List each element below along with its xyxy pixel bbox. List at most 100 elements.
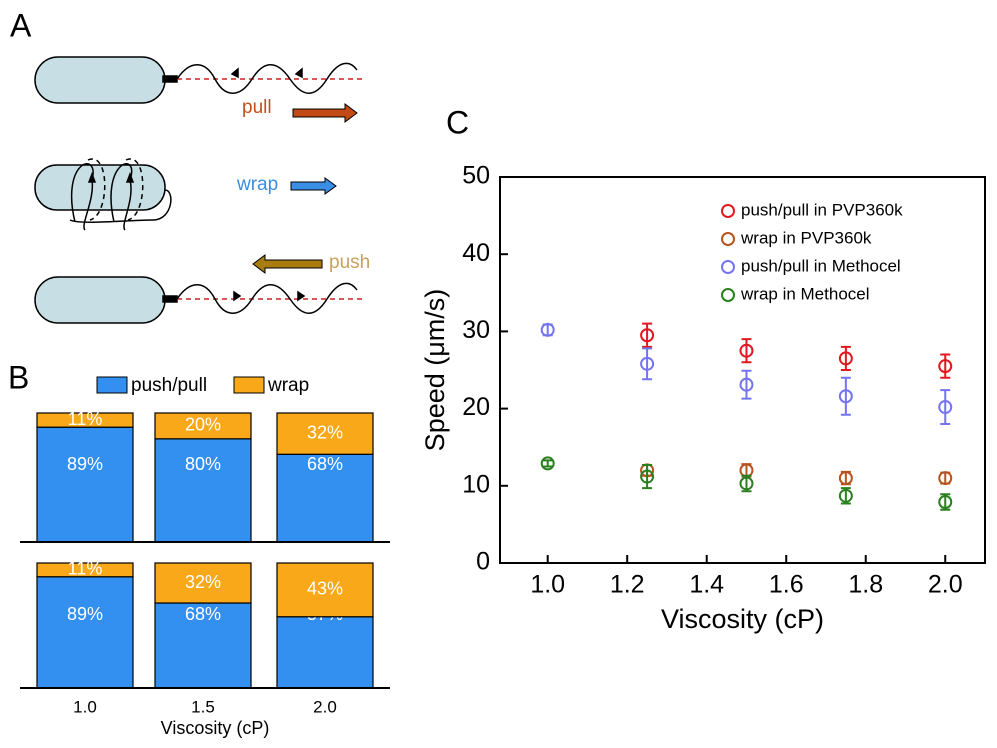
bar-segment [154, 438, 252, 543]
y-tick-label: 20 [462, 393, 490, 421]
legend-swatch [233, 376, 265, 394]
legend-label: wrap in Methocel [740, 284, 870, 303]
error-bar [642, 463, 653, 490]
point [838, 389, 853, 404]
legend-label: wrap [267, 375, 309, 396]
cell [34, 276, 166, 324]
bar-segment [276, 412, 374, 455]
flagellum [176, 282, 358, 314]
wrap-arrow [290, 177, 337, 195]
flagellum [70, 163, 133, 231]
value-label: 43% [307, 579, 343, 599]
legend-marker [721, 260, 735, 274]
panel-label: A [10, 7, 32, 43]
x-tick-label: 1.6 [769, 571, 804, 599]
diagram-label: wrap [236, 174, 278, 195]
error-bar [642, 347, 653, 381]
bar-segment [36, 576, 134, 689]
point [739, 343, 754, 358]
bar-segment [154, 412, 252, 440]
point [739, 476, 754, 491]
y-axis-label: Speed (μm/s) [420, 289, 450, 452]
error-bar [741, 369, 752, 400]
cell [34, 164, 166, 211]
cell [34, 56, 166, 104]
value-label: 80% [185, 454, 221, 474]
error-bar [542, 459, 553, 468]
pull-arrow [292, 103, 358, 123]
point [540, 456, 555, 471]
y-tick-label: 50 [462, 162, 490, 190]
value-label: 89% [67, 454, 103, 474]
legend-marker [721, 204, 735, 218]
x-tick-label: 1.0 [73, 697, 97, 716]
diagram [34, 56, 362, 324]
plot-frame [499, 176, 986, 564]
x-tick-label: 1.8 [848, 571, 883, 599]
error-bar [840, 345, 851, 371]
x-tick-label: 2.0 [928, 571, 963, 599]
hook [162, 75, 178, 83]
panel-label: C [446, 104, 469, 140]
point [838, 471, 853, 486]
bar-segment [276, 453, 374, 543]
value-label: 20% [185, 415, 221, 435]
point [640, 356, 655, 371]
legend-label: wrap in PVP360k [740, 228, 872, 247]
x-axis-label: Viscosity (cP) [161, 718, 270, 738]
bar-segment [276, 562, 374, 618]
legend-label: push/pull in Methocel [741, 256, 901, 275]
value-label: 32% [307, 422, 343, 442]
point [838, 351, 853, 366]
panel-label: B [8, 359, 29, 395]
legend-marker [721, 232, 735, 246]
point [739, 377, 754, 392]
point [838, 488, 853, 503]
bar-segment [36, 562, 134, 578]
error-bar [840, 376, 851, 416]
bar-segment [276, 616, 374, 689]
value-label: 68% [185, 604, 221, 624]
legend-label: push/pull [131, 375, 207, 396]
x-tick-label: 1.0 [530, 571, 565, 599]
legend-swatch [96, 376, 128, 394]
point [640, 328, 655, 343]
error-bar [940, 353, 951, 379]
x-tick-label: 1.2 [610, 571, 645, 599]
value-label: 32% [185, 572, 221, 592]
y-tick-label: 0 [476, 548, 490, 576]
x-tick-label: 2.0 [313, 697, 337, 716]
arrowhead [233, 290, 306, 302]
legend-label: push/pull in PVP360k [741, 200, 903, 219]
point [938, 471, 953, 486]
arrowhead [87, 171, 135, 183]
bar-segment [36, 426, 134, 543]
y-tick-label: 40 [462, 239, 490, 267]
bar-segment [36, 412, 134, 428]
point [938, 359, 953, 374]
point [938, 400, 953, 415]
y-tick-label: 30 [462, 316, 490, 344]
arrowhead [230, 67, 303, 79]
value-label: 89% [67, 604, 103, 624]
diagram-label: pull [242, 97, 272, 118]
value-label: 11% [68, 409, 103, 429]
error-bar [642, 322, 653, 348]
x-axis-label: Viscosity (cP) [661, 604, 824, 634]
point [540, 322, 555, 337]
point [938, 495, 953, 510]
bar-segment [154, 562, 252, 604]
push-arrow [252, 254, 323, 274]
x-tick-label: 1.4 [689, 571, 724, 599]
x-tick-label: 1.5 [191, 697, 215, 716]
error-bar [741, 338, 752, 364]
value-label: 68% [307, 454, 343, 474]
hook [162, 295, 178, 303]
error-bar [940, 389, 951, 426]
legend-marker [721, 288, 735, 302]
value-label: 11% [68, 559, 103, 579]
y-tick-label: 10 [462, 470, 490, 498]
point [640, 469, 655, 484]
flagellum [176, 62, 358, 94]
